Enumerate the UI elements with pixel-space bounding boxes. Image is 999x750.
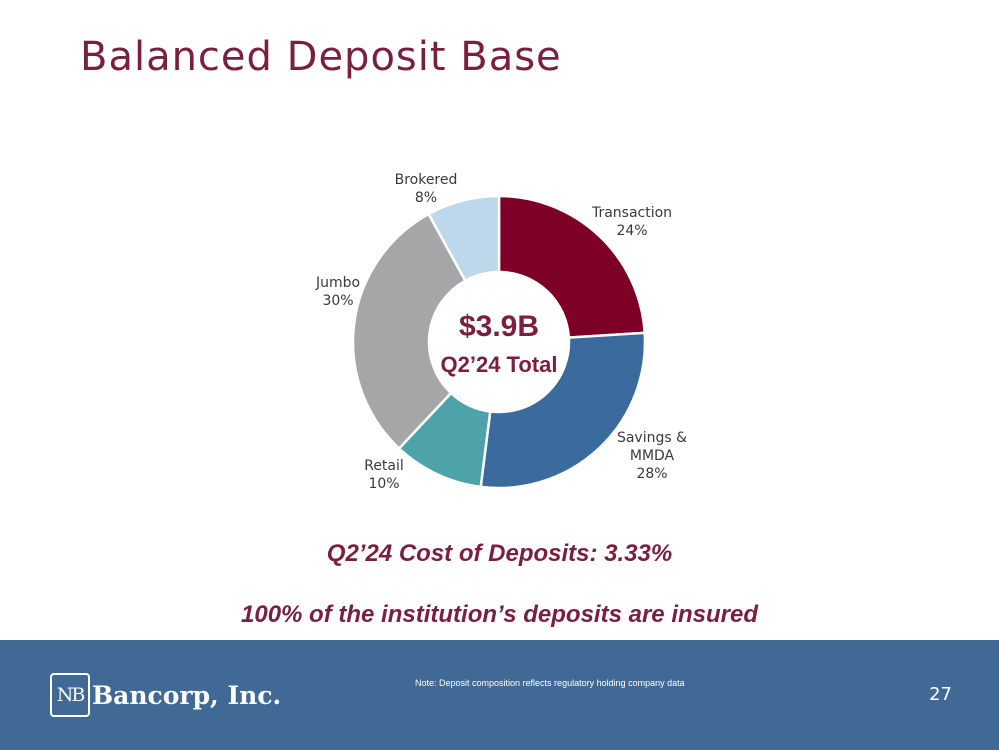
slice-jumbo <box>351 212 467 451</box>
center-total-value: $3.9B <box>459 310 539 343</box>
insured-deposits-callout: 100% of the institution’s deposits are i… <box>241 601 758 628</box>
cost-of-deposits-callout: Q2’24 Cost of Deposits: 3.33% <box>326 540 673 567</box>
slice-transaction <box>497 194 647 339</box>
page-number: 27 <box>929 684 952 705</box>
slice-label-jumbo: Jumbo 30% <box>315 275 360 309</box>
footnote: Note: Deposit composition reflects regul… <box>415 678 685 688</box>
center-total-caption: Q2’24 Total <box>441 352 558 377</box>
deposit-donut-chart: Transaction 24% Savings & MMDA 28% Retail 10% J… <box>315 172 687 492</box>
footer-bar: NB Bancorp, Inc. Note: Deposit compositi… <box>0 640 999 750</box>
slice-label-transaction: Transaction 24% <box>591 205 672 239</box>
company-logo: NB Bancorp, Inc. <box>50 670 281 720</box>
slice-label-brokered: Brokered 8% <box>395 172 458 206</box>
slice-label-savings: Savings & MMDA 28% <box>617 430 687 482</box>
logo-mark: NB <box>50 673 90 717</box>
slice-savings <box>479 331 647 490</box>
logo-name: Bancorp, Inc. <box>92 680 282 710</box>
slice-label-retail: Retail 10% <box>364 458 404 492</box>
slice-brokered <box>426 194 501 283</box>
page-title: Balanced Deposit Base <box>80 34 562 80</box>
